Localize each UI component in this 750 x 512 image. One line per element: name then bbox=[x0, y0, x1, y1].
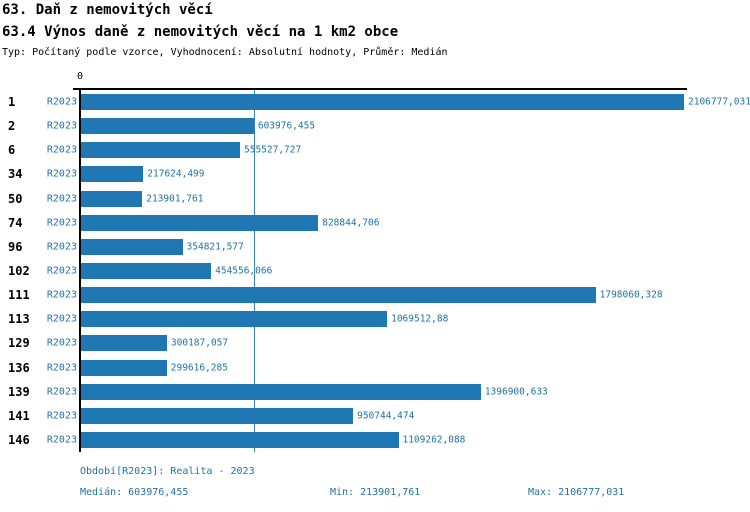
row-series-label: R2023 bbox=[46, 217, 77, 229]
row-category-label: 102 bbox=[8, 264, 30, 279]
value-bar bbox=[81, 263, 212, 280]
stat-min: Min: 213901,761 bbox=[330, 487, 421, 498]
value-bar bbox=[81, 383, 481, 400]
value-label: 828844,706 bbox=[322, 217, 380, 229]
row-series-label: R2023 bbox=[46, 144, 77, 156]
value-label: 213901,761 bbox=[146, 193, 204, 205]
chart-meta-info: Typ: Počítaný podle vzorce, Vyhodnocení:… bbox=[2, 47, 448, 58]
x-axis-zero-label: 0 bbox=[76, 71, 84, 82]
chart-row: 74 R2023 828844,706 bbox=[0, 211, 750, 235]
row-category-label: 34 bbox=[8, 167, 23, 182]
value-label: 1396900,633 bbox=[484, 386, 548, 398]
row-category-label: 74 bbox=[8, 215, 23, 230]
chart-row: 102 R2023 454556,066 bbox=[0, 259, 750, 283]
row-category-label: 146 bbox=[8, 433, 30, 448]
chart-subtitle: 63.4 Výnos daně z nemovitých věcí na 1 k… bbox=[2, 24, 399, 40]
chart-row: 136 R2023 299616,285 bbox=[0, 356, 750, 380]
row-category-label: 111 bbox=[8, 288, 30, 303]
row-series-label: R2023 bbox=[46, 410, 77, 422]
value-bar bbox=[81, 407, 354, 424]
axis-top-tick bbox=[73, 88, 79, 90]
row-category-label: 113 bbox=[8, 312, 30, 327]
y-axis-line bbox=[79, 88, 81, 452]
value-bar bbox=[81, 311, 388, 328]
row-series-label: R2023 bbox=[46, 337, 77, 349]
value-bar bbox=[81, 118, 254, 135]
value-bar bbox=[81, 94, 684, 111]
value-label: 354821,577 bbox=[186, 241, 244, 253]
chart-row: 6 R2023 555527,727 bbox=[0, 138, 750, 162]
chart-row: 2 R2023 603976,455 bbox=[0, 114, 750, 138]
chart-row: 34 R2023 217624,499 bbox=[0, 162, 750, 186]
row-series-label: R2023 bbox=[46, 241, 77, 253]
row-series-label: R2023 bbox=[46, 265, 77, 277]
value-label: 950744,474 bbox=[357, 410, 415, 422]
value-label: 1109262,088 bbox=[402, 434, 466, 446]
row-category-label: 129 bbox=[8, 336, 30, 351]
row-series-label: R2023 bbox=[46, 193, 77, 205]
chart-row: 50 R2023 213901,761 bbox=[0, 187, 750, 211]
row-series-label: R2023 bbox=[46, 386, 77, 398]
page-title: 63. Daň z nemovitých věcí bbox=[2, 2, 213, 18]
value-label: 1798060,328 bbox=[599, 289, 663, 301]
value-bar bbox=[81, 214, 319, 231]
value-bar bbox=[81, 432, 399, 449]
row-series-label: R2023 bbox=[46, 313, 77, 325]
row-series-label: R2023 bbox=[46, 289, 77, 301]
axis-top-line bbox=[79, 88, 687, 90]
chart-row: 1 R2023 2106777,031 bbox=[0, 90, 750, 114]
row-category-label: 6 bbox=[8, 143, 16, 158]
value-bar bbox=[81, 335, 167, 352]
chart-row: 111 R2023 1798060,328 bbox=[0, 283, 750, 307]
value-bar bbox=[81, 166, 144, 183]
row-category-label: 136 bbox=[8, 360, 30, 375]
median-line bbox=[254, 90, 255, 452]
row-category-label: 139 bbox=[8, 384, 30, 399]
chart-row: 113 R2023 1069512,88 bbox=[0, 307, 750, 331]
row-category-label: 2 bbox=[8, 119, 16, 134]
row-series-label: R2023 bbox=[46, 434, 77, 446]
value-label: 2106777,031 bbox=[688, 96, 750, 108]
value-label: 603976,455 bbox=[257, 120, 316, 132]
row-category-label: 1 bbox=[8, 95, 16, 110]
value-label: 299616,285 bbox=[170, 362, 228, 374]
value-label: 555527,727 bbox=[244, 144, 302, 156]
row-series-label: R2023 bbox=[46, 96, 77, 108]
value-bar bbox=[81, 190, 143, 207]
value-bar bbox=[81, 359, 167, 376]
value-label: 454556,066 bbox=[215, 265, 273, 277]
chart-row: 139 R2023 1396900,633 bbox=[0, 380, 750, 404]
value-label: 217624,499 bbox=[147, 168, 205, 180]
value-bar bbox=[81, 238, 183, 255]
chart-row: 96 R2023 354821,577 bbox=[0, 235, 750, 259]
row-category-label: 141 bbox=[8, 408, 30, 423]
chart-row: 129 R2023 300187,057 bbox=[0, 331, 750, 355]
value-label: 300187,057 bbox=[170, 337, 229, 349]
chart-row: 141 R2023 950744,474 bbox=[0, 404, 750, 428]
chart-rows: 1 R2023 2106777,031 2 R2023 603976,455 6 R2023 5… bbox=[0, 90, 750, 452]
value-bar bbox=[81, 142, 240, 159]
value-label: 1069512,88 bbox=[391, 313, 449, 325]
stat-max: Max: 2106777,031 bbox=[528, 487, 625, 498]
period-label: Období[R2023]: Realita - 2023 bbox=[80, 466, 255, 477]
row-series-label: R2023 bbox=[46, 120, 77, 132]
stat-median: Medián: 603976,455 bbox=[80, 487, 189, 498]
row-category-label: 50 bbox=[8, 191, 23, 206]
row-series-label: R2023 bbox=[46, 362, 77, 374]
row-category-label: 96 bbox=[8, 239, 23, 254]
row-series-label: R2023 bbox=[46, 168, 77, 180]
chart-row: 146 R2023 1109262,088 bbox=[0, 428, 750, 452]
value-bar bbox=[81, 287, 596, 304]
